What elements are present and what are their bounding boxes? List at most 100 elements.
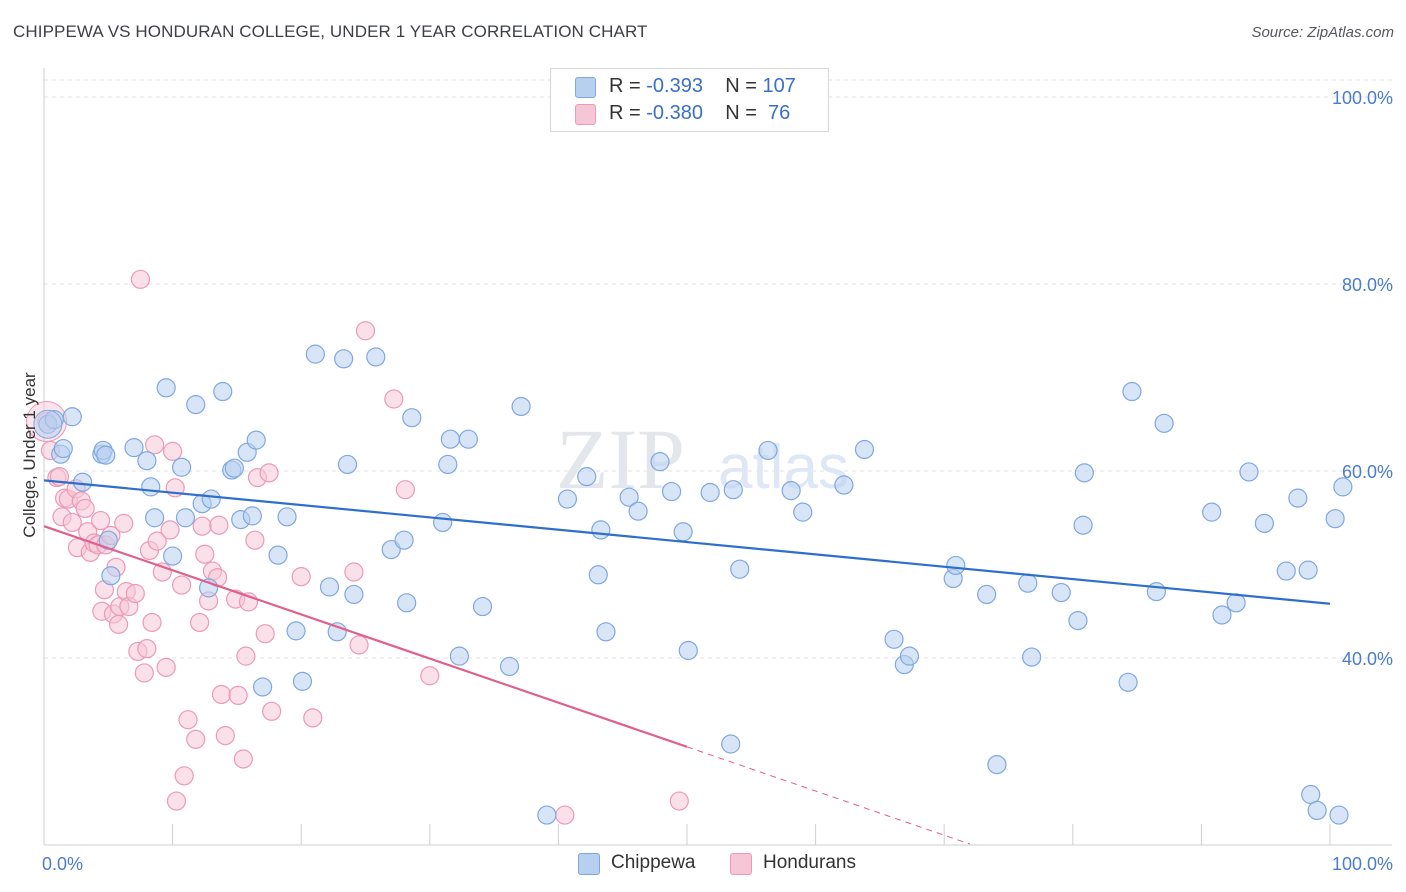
- hondurans-point: [209, 515, 229, 535]
- chippewa-point: [1226, 593, 1246, 613]
- chippewa-point: [156, 378, 176, 398]
- hondurans-point: [142, 612, 162, 633]
- hondurans-point: [172, 575, 192, 595]
- hondurans-point: [195, 544, 215, 564]
- hondurans-point: [90, 510, 111, 531]
- y-tick-label: 40.0%: [1342, 649, 1393, 669]
- chippewa-swatch: [575, 77, 596, 98]
- chippewa-point: [588, 565, 608, 585]
- chippewa-point: [1254, 513, 1275, 533]
- x-tick-label: 100.0%: [1332, 854, 1393, 874]
- hondurans-point: [211, 684, 232, 705]
- chippewa-trend-line: [43, 479, 1331, 605]
- chippewa-point: [723, 480, 743, 500]
- chippewa-point: [268, 545, 288, 565]
- chippewa-point: [175, 508, 196, 528]
- chippewa-point: [977, 584, 997, 605]
- hondurans-trend-line: [43, 525, 688, 748]
- hondurans-point: [137, 639, 157, 659]
- chippewa-point: [472, 596, 493, 617]
- n-label: N =: [725, 75, 763, 97]
- tick-labels: 100.0% 80.0% 60.0% 40.0% 0.0% 100.0%: [42, 88, 1393, 874]
- chippewa-swatch: [578, 853, 600, 875]
- hondurans-point: [114, 513, 134, 533]
- chippewa-point: [1118, 672, 1138, 692]
- chippewa-point: [1051, 582, 1071, 603]
- r-label: R =: [609, 75, 647, 97]
- chippewa-point: [163, 546, 183, 566]
- r-value: -0.393: [646, 75, 703, 97]
- chippewa-point: [292, 671, 313, 691]
- chippewa-point: [124, 438, 144, 458]
- chippewa-point: [213, 381, 233, 402]
- hondurans-point: [233, 749, 253, 769]
- stats-legend: R = -0.393 N = 107 R = -0.380 N = 76: [550, 68, 829, 132]
- chippewa-point: [242, 506, 262, 526]
- chippewa-point: [730, 559, 750, 579]
- r-value: -0.380: [646, 102, 703, 124]
- hondurans-point: [255, 624, 275, 644]
- hondurans-point: [420, 666, 440, 686]
- chippewa-point: [186, 395, 206, 415]
- hondurans-point: [108, 614, 129, 634]
- chippewa-point: [1073, 515, 1093, 535]
- n-value: 107: [762, 75, 796, 97]
- hondurans-point: [215, 726, 235, 746]
- trend-lines: [43, 479, 1331, 845]
- chippewa-point: [253, 677, 273, 697]
- chippewa-point: [277, 507, 297, 527]
- chippewa-point: [33, 409, 63, 439]
- hondurans-point: [303, 708, 323, 728]
- chippewa-point: [334, 349, 354, 369]
- chippewa-point: [1239, 462, 1259, 482]
- chippewa-point: [286, 621, 306, 641]
- chippewa-point: [305, 344, 325, 364]
- chippewa-point: [433, 512, 453, 533]
- chippewa-point: [172, 457, 192, 477]
- chippewa-point: [1325, 509, 1345, 529]
- hondurans-point: [349, 635, 369, 655]
- chippewa-point: [397, 593, 417, 613]
- chippewa-point: [440, 429, 460, 449]
- chart-title: CHIPPEWA VS HONDURAN COLLEGE, UNDER 1 YE…: [13, 22, 648, 41]
- hondurans-point: [130, 269, 151, 289]
- chippewa-point: [537, 805, 557, 825]
- y-tick-label: 80.0%: [1342, 275, 1393, 295]
- chippewa-point: [137, 451, 157, 471]
- y-tick-label: 60.0%: [1342, 462, 1393, 482]
- chippewa-point: [721, 734, 741, 754]
- chippewa-points: [33, 344, 1353, 825]
- hondurans-point: [190, 612, 210, 633]
- chippewa-point: [344, 584, 364, 605]
- hondurans-point: [355, 321, 376, 341]
- chippewa-point: [619, 487, 639, 507]
- hondurans-point: [144, 435, 165, 455]
- hondurans-point: [245, 530, 265, 550]
- hondurans-point: [75, 498, 95, 518]
- chippewa-point: [96, 445, 116, 465]
- hondurans-swatch: [575, 104, 596, 125]
- chippewa-point: [1018, 573, 1038, 593]
- chippewa-point: [101, 566, 121, 586]
- chippewa-point: [1329, 805, 1349, 825]
- hondurans-point: [228, 685, 248, 706]
- bottom-legend-label: Chippewa: [611, 852, 696, 873]
- chippewa-point: [449, 646, 469, 666]
- chippewa-point: [557, 489, 578, 509]
- hondurans-point: [178, 710, 198, 730]
- chippewa-point: [141, 477, 161, 497]
- chippewa-point: [1276, 561, 1296, 581]
- chippewa-point: [1288, 488, 1308, 508]
- chippewa-point: [62, 407, 82, 427]
- chippewa-point: [394, 530, 414, 550]
- hondurans-swatch: [730, 853, 752, 875]
- chippewa-point: [884, 629, 904, 649]
- chippewa-point: [834, 475, 854, 495]
- hondurans-point: [384, 389, 404, 409]
- hondurans-point: [669, 791, 689, 811]
- chippewa-point: [628, 501, 648, 521]
- chippewa-point: [661, 481, 682, 502]
- chippewa-point: [53, 438, 73, 459]
- hondurans-point: [156, 657, 176, 677]
